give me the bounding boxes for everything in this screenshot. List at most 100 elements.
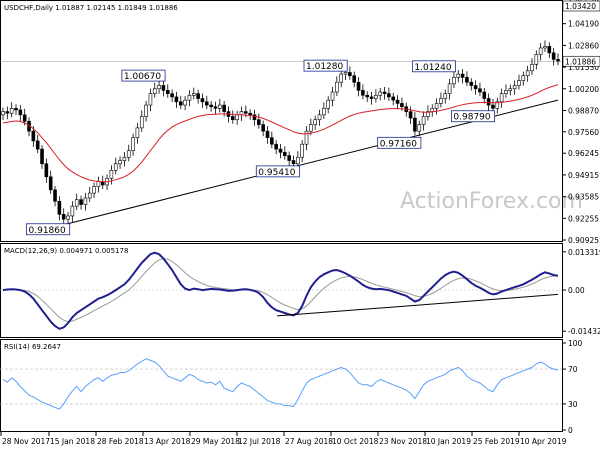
candle-body [391, 96, 396, 101]
candle-body [183, 99, 187, 106]
candle-body [204, 101, 209, 106]
candle-body [83, 197, 88, 205]
macd-trendline [277, 293, 559, 317]
candle-body [525, 70, 530, 77]
candle-body [460, 73, 465, 78]
candle-body [18, 109, 23, 116]
candle-body [187, 94, 192, 101]
price-annotation-box [451, 110, 496, 123]
rsi-y-tick-label: 0 [568, 426, 573, 435]
candle-body [257, 119, 261, 125]
candle-body [109, 169, 114, 179]
candle-body [547, 46, 552, 54]
price-annotations: 0.91860 1.00670 0.95410 1.01280 0.97160 1.012… [26, 59, 496, 236]
x-tick-label: 15 Jan 2018 [50, 437, 95, 446]
price-annotation-label: 1.01280 [306, 62, 343, 72]
price-annotation-label: 0.91860 [29, 226, 66, 236]
rsi-y-tick-label: 100 [568, 339, 583, 348]
candle-body [551, 52, 556, 60]
candle-body [296, 156, 300, 165]
x-tick-label: 12 Jul 2018 [238, 437, 281, 446]
candle-body [456, 73, 461, 78]
price-annotation-label: 0.95410 [258, 168, 295, 178]
rsi-layer: 100 70 30 0 [0, 339, 583, 435]
candle-body [504, 90, 508, 94]
candle-body [61, 214, 66, 220]
current-price-label: 1.01886 [565, 57, 596, 66]
x-tick-label: 10 Oct 2018 [332, 437, 379, 446]
candle-body [538, 47, 543, 55]
candle-body [473, 85, 478, 90]
candle-body [365, 94, 370, 98]
price-annotation-box [303, 59, 348, 72]
candle-body [161, 85, 166, 91]
candle-body [313, 119, 317, 125]
candle-body [139, 116, 144, 129]
candle-body [517, 80, 521, 86]
candle-body [126, 150, 131, 158]
candle-body [235, 114, 239, 121]
x-tick-label: 27 Aug 2018 [285, 437, 333, 446]
candle-body [465, 77, 469, 83]
candle-body [118, 160, 122, 165]
candle-body [283, 152, 287, 156]
price-axis-ticks: 0.90925 0.92255 0.93585 0.94915 0.96245 0.975… [0, 0, 600, 245]
x-tick-label: 23 Nov 2018 [379, 437, 427, 446]
candle-body [200, 98, 205, 103]
candle-body [287, 155, 291, 161]
candle-body [265, 130, 270, 138]
candle-body [191, 93, 196, 96]
price-annotation-box [26, 223, 71, 236]
candle-body [144, 104, 148, 117]
candle-body [53, 189, 57, 202]
candle-body [22, 114, 27, 122]
price-y-tick-label: 0.97560 [568, 128, 599, 137]
price-y-tick-label: 0.92255 [568, 214, 599, 223]
macd-layer: 0.013319 0.00 -0.014323 [0, 248, 600, 336]
candle-body [395, 99, 400, 104]
candle-body [309, 124, 313, 132]
current-price-box [562, 55, 600, 67]
price-y-tick-label: 0.94915 [568, 171, 599, 180]
candle-body [152, 88, 157, 94]
candle-body [387, 93, 391, 98]
candle-body [534, 54, 539, 65]
candle-body [217, 104, 222, 109]
moving-average-line [2, 84, 559, 183]
candle-body [244, 111, 248, 114]
price-y-tick-label: 0.96245 [568, 149, 599, 158]
price-annotation-label: 1.00670 [124, 72, 161, 82]
candle-body [478, 88, 482, 93]
candle-body [348, 72, 352, 77]
price-y-tick-label: 1.02860 [568, 41, 599, 50]
candle-body [495, 101, 500, 109]
price-annotation-label: 0.98790 [453, 113, 490, 123]
candle-body [170, 93, 174, 98]
candle-body [335, 81, 339, 93]
candle-body [96, 181, 101, 187]
macd-y-tick-label: 0.00 [568, 286, 585, 295]
candle-body [382, 91, 387, 94]
candle-body [374, 94, 378, 99]
candle-body [439, 98, 443, 104]
rsi-line [2, 358, 559, 410]
price-y-tick-label: 0.90925 [568, 236, 599, 245]
x-axis: 28 Nov 2017 15 Jan 2018 28 Feb 2018 13 Apr … [0, 432, 567, 446]
candle-body [87, 192, 92, 199]
price-y-tick-label: 1.01530 [568, 63, 599, 72]
high-price-label: 1.03420 [565, 2, 596, 11]
price-annotation-label: 1.01240 [414, 63, 451, 73]
candle-body [209, 104, 213, 107]
candle-body [270, 137, 274, 145]
candle-body [369, 96, 374, 99]
candle-body [482, 91, 487, 99]
candle-body [408, 111, 413, 119]
candle-body [274, 143, 278, 150]
x-tick-label: 10 Apr 2019 [520, 437, 567, 446]
rsi-y-tick-label: 30 [568, 400, 578, 409]
high-price-box [562, 0, 600, 12]
candle-body [443, 93, 448, 99]
candle-body [530, 63, 534, 72]
x-tick-label: 25 Feb 2019 [473, 437, 520, 446]
x-tick-label: 28 Nov 2017 [2, 437, 50, 446]
